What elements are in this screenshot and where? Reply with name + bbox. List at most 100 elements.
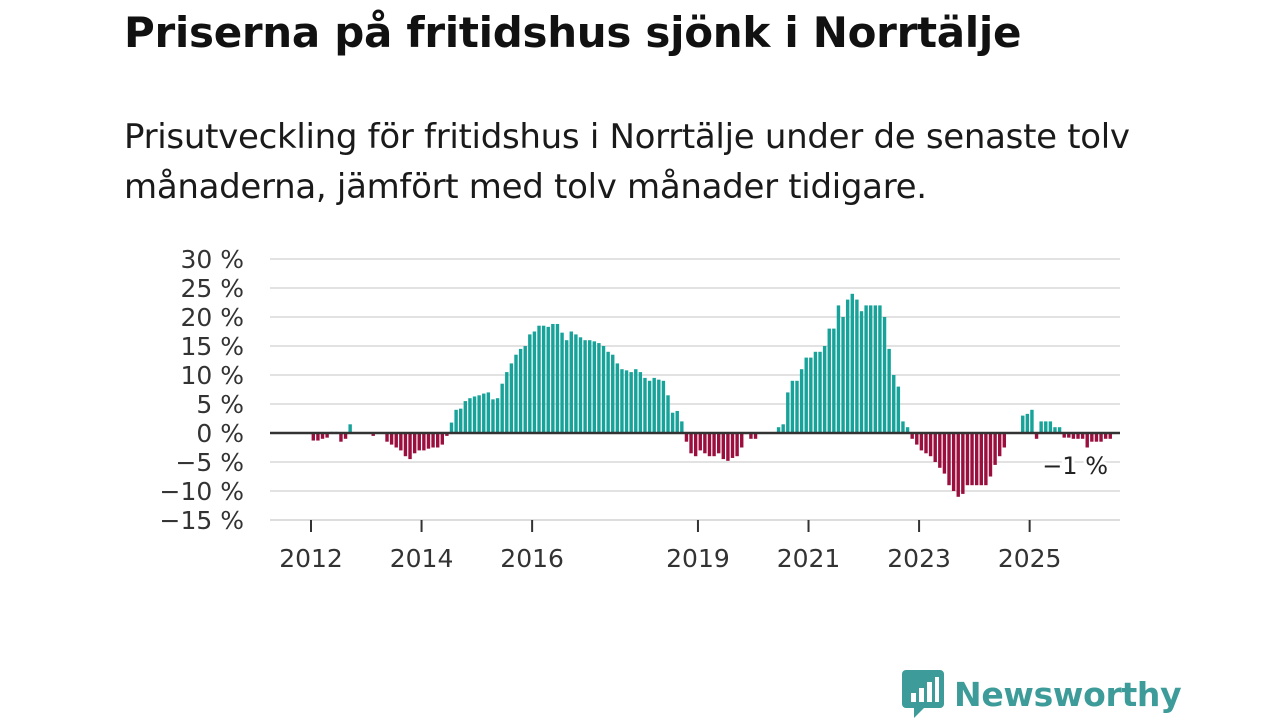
bar (841, 317, 845, 433)
bar (956, 433, 960, 497)
bar (938, 433, 942, 468)
bar (1099, 433, 1103, 442)
bar (845, 299, 850, 433)
bar (1025, 413, 1030, 433)
bar (915, 433, 919, 445)
x-tick-label: 2014 (390, 544, 454, 573)
bar (431, 433, 435, 448)
bar (408, 433, 412, 460)
y-tick-label: 10 % (180, 361, 244, 390)
bar (855, 299, 859, 433)
grid-lines (270, 258, 1120, 492)
bar (1071, 433, 1076, 439)
bar (440, 433, 444, 445)
bar (809, 357, 813, 433)
bar (532, 331, 537, 433)
bar (647, 380, 652, 433)
chart-subtitle: Prisutveckling för fritidshus i Norrtälj… (124, 117, 1130, 207)
bar (786, 392, 790, 433)
bar (882, 317, 887, 433)
bar (486, 392, 491, 433)
bar (947, 433, 951, 486)
bar (528, 334, 532, 433)
bar (965, 433, 970, 486)
bar (753, 433, 758, 439)
bar (832, 328, 836, 433)
bar-chart-icon (902, 670, 944, 718)
y-tick-label: 15 % (180, 332, 244, 361)
bar (993, 433, 997, 465)
bar (1021, 415, 1025, 433)
bar (740, 433, 744, 448)
bar (1108, 433, 1112, 439)
bar (399, 433, 403, 451)
bar (901, 421, 905, 433)
bar (422, 433, 426, 451)
bar (514, 354, 518, 433)
bar (389, 433, 394, 445)
bar (905, 427, 910, 433)
bar (1048, 421, 1053, 433)
bar (385, 433, 389, 442)
bar (896, 386, 901, 433)
bar (689, 433, 693, 454)
bar (712, 433, 716, 457)
chart-title: Priserna på fritidshus sjönk i Norrtälje (124, 8, 1022, 57)
bar (454, 409, 458, 433)
bar (606, 351, 610, 433)
bar (468, 398, 472, 433)
bar (703, 433, 707, 454)
newsworthy-logo: Newsworthy (902, 670, 1182, 718)
bars (311, 293, 1112, 497)
bar (864, 305, 868, 433)
bar (666, 395, 670, 433)
y-tick-label: 0 % (196, 419, 244, 448)
bar (624, 370, 629, 433)
bar (634, 369, 638, 433)
bar (749, 433, 753, 439)
bar (670, 412, 675, 433)
bar (942, 433, 947, 474)
bar (1030, 409, 1034, 433)
bar (588, 340, 592, 433)
bar (661, 380, 666, 433)
x-tick-label: 2021 (777, 544, 841, 573)
bar (827, 328, 831, 433)
bar (730, 433, 735, 458)
y-axis-labels: 30 %25 %20 %15 %10 %5 %0 %−5 %−10 %−15 % (160, 245, 244, 535)
bar (569, 331, 573, 433)
bar (495, 398, 500, 433)
bar (551, 323, 555, 433)
y-tick-label: −10 % (160, 477, 244, 506)
bar (887, 348, 891, 433)
bar (869, 305, 873, 433)
bar (716, 433, 721, 454)
bar (615, 363, 620, 433)
bar (822, 346, 827, 433)
bar (1053, 427, 1057, 433)
bar (449, 422, 454, 433)
x-axis-labels: 2012 2014 2016 2019 2021 2023 2025 (279, 544, 1061, 573)
bar (578, 337, 583, 433)
bar (735, 433, 739, 457)
bar (1002, 433, 1007, 448)
bar (795, 380, 799, 433)
bar (518, 348, 523, 433)
bar (836, 305, 841, 433)
bar (961, 433, 965, 494)
bar (850, 293, 854, 433)
bar (997, 433, 1002, 457)
bar (426, 433, 431, 449)
bar (652, 377, 656, 433)
bar (707, 433, 712, 457)
bar (477, 395, 481, 433)
bar (435, 433, 440, 448)
bar (933, 433, 937, 462)
bar (1034, 433, 1039, 439)
bar (984, 433, 988, 486)
bar (657, 379, 661, 433)
bar (583, 340, 587, 433)
bar (979, 433, 983, 486)
y-tick-label: 30 % (180, 245, 244, 274)
bar (1094, 433, 1099, 442)
